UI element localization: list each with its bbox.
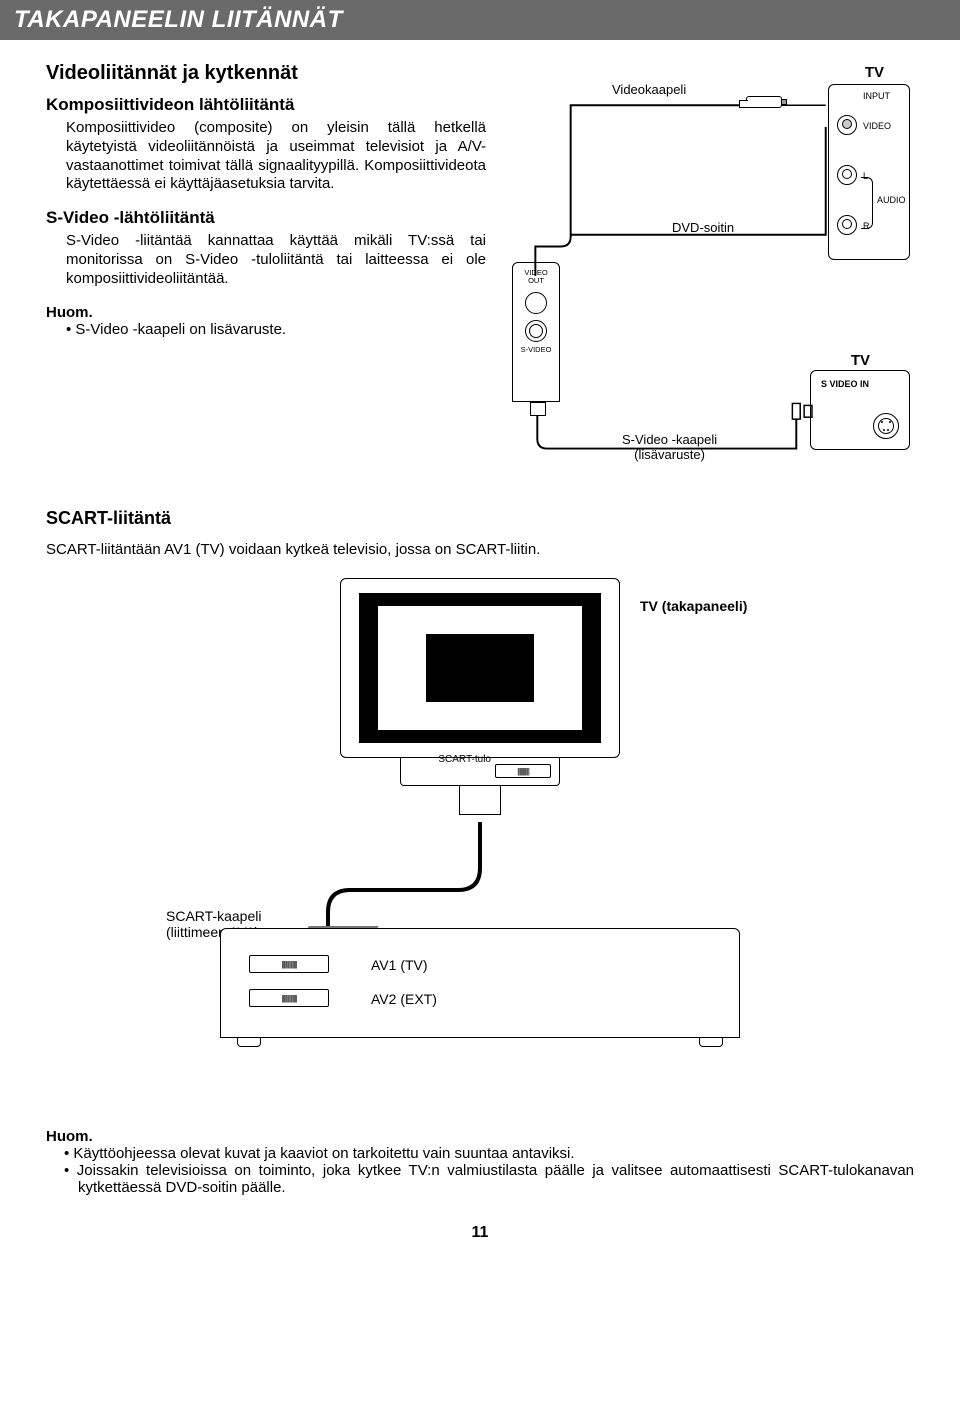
scart-kaapeli-label-1: SCART-kaapeli bbox=[166, 908, 261, 924]
svideo-cable-label-1: S-Video -kaapeli bbox=[622, 432, 717, 447]
top-diagram: Videokaapeli DVD-soitin TV INPUT VIDEO L… bbox=[502, 62, 914, 482]
tv2-panel: S VIDEO IN bbox=[810, 370, 910, 450]
svideo-paragraph: S-Video -liitäntää kannattaa käyttää mik… bbox=[66, 232, 486, 288]
videokaapeli-label: Videokaapeli bbox=[612, 82, 686, 97]
bottom-bullet-2: Joissakin televisioissa on toiminto, jok… bbox=[78, 1162, 914, 1196]
scart-tulo-label: SCART-tulo bbox=[438, 754, 491, 765]
text-column: Videoliitännät ja kytkennät Komposiittiv… bbox=[46, 62, 486, 482]
page-number: 11 bbox=[0, 1224, 960, 1242]
tv1-video-label: VIDEO bbox=[863, 121, 891, 131]
bottom-bullet-1: Käyttöohjeessa olevat kuvat ja kaaviot o… bbox=[78, 1145, 914, 1162]
player-video-out-label: VIDEO OUT bbox=[513, 269, 559, 284]
note-label: Huom. bbox=[46, 304, 486, 321]
subheading-svideo: S-Video -lähtöliitäntä bbox=[46, 208, 486, 228]
dvd-player-box: |||||||||||||| AV1 (TV) |||||||||||||| A… bbox=[220, 928, 740, 1038]
scart-heading: SCART-liitäntä bbox=[46, 508, 914, 529]
tv-monitor: SCART-tulo ||||||||||| bbox=[340, 578, 620, 788]
dvd-label: DVD-soitin bbox=[672, 220, 734, 235]
player-video-jack bbox=[525, 292, 547, 314]
svideo-cable-label-2: (lisävaruste) bbox=[622, 447, 717, 462]
scart-diagram: TV (takapaneeli) SCART-tulo ||||||||||| bbox=[130, 578, 830, 1078]
note-bullet: S-Video -kaapeli on lisävaruste. bbox=[66, 321, 486, 338]
composite-paragraph: Komposiittivideo (composite) on yleisin … bbox=[66, 119, 486, 194]
tv2-title: TV bbox=[851, 352, 870, 369]
av1-label: AV1 (TV) bbox=[371, 957, 428, 973]
scart-paragraph: SCART-liitäntään AV1 (TV) voidaan kytkeä… bbox=[46, 541, 914, 558]
tv-rear-label: TV (takapaneeli) bbox=[640, 598, 747, 614]
svideo-small-plug bbox=[530, 402, 546, 416]
tv2-svideoin-label: S VIDEO IN bbox=[821, 379, 869, 389]
section-heading: Videoliitännät ja kytkennät bbox=[46, 62, 486, 85]
bottom-note-label: Huom. bbox=[46, 1128, 914, 1145]
av2-port: |||||||||||||| bbox=[249, 989, 329, 1007]
dvd-player-ports: VIDEO OUT S-VIDEO bbox=[512, 262, 560, 402]
av1-port: |||||||||||||| bbox=[249, 955, 329, 973]
tv1-input-label: INPUT bbox=[863, 91, 890, 101]
player-svideo-label: S-VIDEO bbox=[513, 346, 559, 354]
subheading-composite: Komposiittivideon lähtöliitäntä bbox=[46, 95, 486, 115]
page-title-bar: TAKAPANEELIN LIITÄNNÄT bbox=[0, 0, 960, 40]
player-svideo-jack bbox=[525, 320, 547, 342]
av2-label: AV2 (EXT) bbox=[371, 991, 437, 1007]
tv-scart-slot: ||||||||||| bbox=[495, 764, 551, 778]
video-plug bbox=[746, 96, 782, 108]
tv2-svideo-jack bbox=[873, 413, 899, 439]
tv1-input-panel: INPUT VIDEO L AUDIO R bbox=[828, 84, 910, 260]
tv1-audio-label: AUDIO bbox=[877, 195, 906, 205]
tv1-title: TV bbox=[865, 64, 884, 81]
